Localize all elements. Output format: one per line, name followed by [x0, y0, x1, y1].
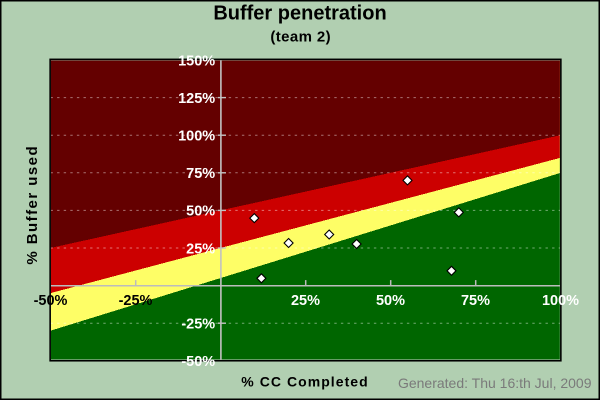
svg-text:50%: 50% [376, 293, 405, 309]
svg-text:% CC Completed: % CC Completed [241, 374, 369, 390]
svg-text:100%: 100% [542, 293, 579, 309]
svg-text:50%: 50% [186, 204, 215, 220]
svg-text:150%: 150% [178, 53, 215, 69]
svg-text:(team 2): (team 2) [270, 29, 331, 46]
svg-text:% Buffer used: % Buffer used [24, 145, 41, 265]
svg-text:25%: 25% [291, 293, 320, 309]
svg-text:Buffer penetration: Buffer penetration [213, 3, 386, 25]
svg-text:25%: 25% [186, 241, 215, 257]
svg-text:-25%: -25% [181, 317, 215, 333]
svg-text:-25%: -25% [119, 293, 153, 309]
svg-text:75%: 75% [186, 166, 215, 182]
svg-text:125%: 125% [178, 91, 215, 107]
svg-text:75%: 75% [461, 293, 490, 309]
svg-text:100%: 100% [178, 129, 215, 145]
svg-text:-50%: -50% [181, 354, 215, 370]
svg-text:Generated: Thu 16:th Jul, 2009: Generated: Thu 16:th Jul, 2009 [398, 375, 592, 391]
svg-text:-50%: -50% [34, 293, 68, 309]
